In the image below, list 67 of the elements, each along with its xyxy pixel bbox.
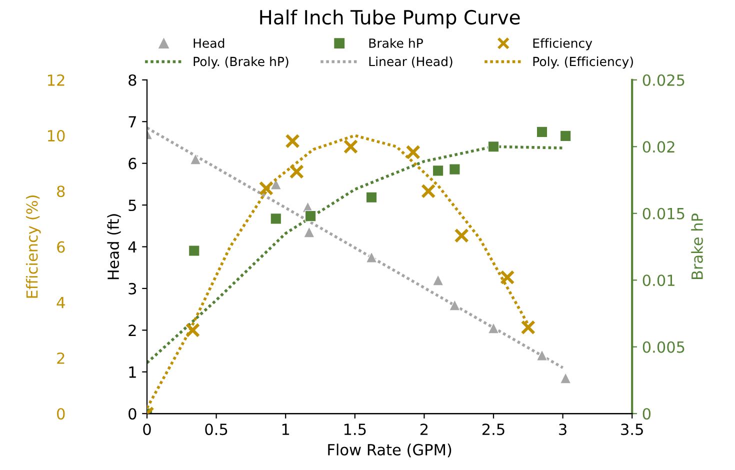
y-tick-label: 5 <box>128 200 136 212</box>
y3-tick-label: 2 <box>57 352 64 364</box>
x-tick-label: 0 <box>143 424 151 436</box>
x-tick-label: 2.5 <box>482 424 504 436</box>
point <box>406 144 420 160</box>
point <box>432 164 444 176</box>
point <box>454 228 469 243</box>
point <box>520 320 536 335</box>
y-tick-label: 7 <box>128 116 136 128</box>
legend-label: Linear (Head) <box>369 56 452 68</box>
point <box>500 270 515 285</box>
point <box>560 130 572 142</box>
point <box>366 192 378 204</box>
point <box>285 134 300 148</box>
y-tick-label: 2 <box>128 324 136 336</box>
y2-tick-label: 0.015 <box>642 208 684 220</box>
x-tick-label: 0.5 <box>205 424 228 436</box>
legend-label: Head <box>194 38 224 48</box>
point <box>289 164 304 180</box>
point <box>270 212 282 224</box>
point <box>536 349 548 361</box>
y3-axis-title: Efficiency (%) <box>26 196 41 298</box>
y3-tick-label: 12 <box>48 74 64 86</box>
y2-tick-label: 0.01 <box>642 274 674 286</box>
point <box>304 210 316 222</box>
x-tick-label: 2 <box>420 424 428 435</box>
point <box>432 274 444 286</box>
y-tick-label: 3 <box>128 282 136 294</box>
point <box>421 184 436 198</box>
y2-tick-label: 0 <box>642 408 651 420</box>
y-tick-label: 4 <box>128 241 136 253</box>
point <box>448 299 460 311</box>
x-tick-label: 3.5 <box>621 424 643 436</box>
x-tick-label: 1 <box>282 424 290 435</box>
legend-label: Poly. (Brake hP) <box>194 56 288 69</box>
x-tick-label: 1.5 <box>344 424 366 436</box>
y3-tick-label: 4 <box>56 297 65 308</box>
x-tick-label: 3 <box>559 424 566 436</box>
legend-label: Brake hP <box>369 38 423 48</box>
y2-tick-label: 0.02 <box>642 141 674 153</box>
y2-tick-label: 0.025 <box>642 74 684 86</box>
point <box>188 245 200 256</box>
point <box>303 226 315 238</box>
chart-title: Half Inch Tube Pump Curve <box>260 10 520 28</box>
point <box>536 126 548 138</box>
legend-label: Efficiency <box>533 38 592 50</box>
point <box>488 140 500 152</box>
point <box>258 181 274 196</box>
y2-axis-title: Brake hP <box>691 213 703 280</box>
y-tick-label: 8 <box>128 74 136 86</box>
y3-tick-label: 6 <box>57 241 65 253</box>
x-axis-title: Flow Rate (GPM) <box>328 444 452 458</box>
point <box>448 164 460 176</box>
y-tick-label: 6 <box>128 158 136 170</box>
legend-label: Poly. (Efficiency) <box>533 56 633 69</box>
y-axis-title: Head (ft) <box>107 214 121 280</box>
y-tick-label: 0 <box>128 408 136 420</box>
y3-tick-label: 8 <box>57 186 65 198</box>
y3-tick-label: 0 <box>57 408 65 420</box>
point <box>190 153 202 165</box>
point <box>185 322 200 338</box>
point <box>560 372 572 384</box>
y2-tick-label: 0.005 <box>642 341 684 353</box>
point <box>343 139 358 154</box>
y3-tick-label: 10 <box>48 130 65 142</box>
y-tick-label: 1 <box>129 366 136 378</box>
point <box>488 322 500 334</box>
